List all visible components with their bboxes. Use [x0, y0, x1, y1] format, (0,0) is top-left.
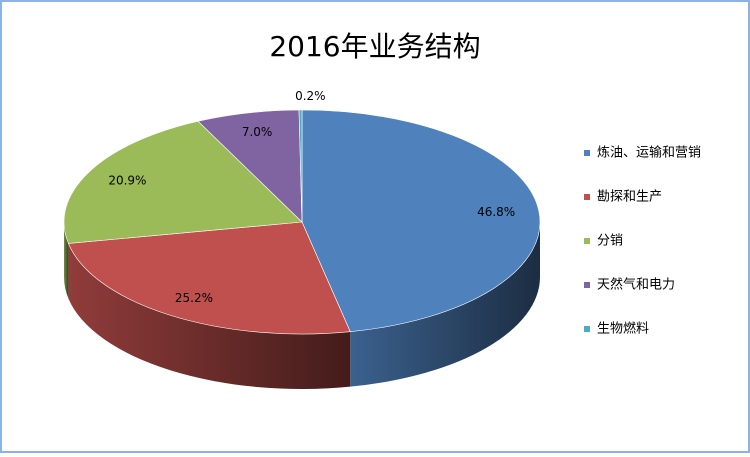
legend-label: 炼油、运输和营销 [597, 145, 701, 161]
pie-slice [63, 120, 303, 244]
legend-label: 勘探和生产 [597, 190, 662, 205]
chart-title: 2016年业务结构 [269, 30, 480, 63]
slice-side [350, 222, 540, 387]
legend-label: 分销 [597, 234, 623, 249]
pie-slice [298, 109, 303, 223]
slice-side [68, 243, 351, 389]
legend-swatch [584, 150, 590, 156]
data-label: 7.0% [242, 125, 273, 139]
data-label: 46.8% [477, 205, 515, 219]
legend-swatch [584, 238, 590, 244]
data-label: 25.2% [175, 291, 213, 305]
legend-label: 天然气和电力 [597, 277, 675, 293]
data-label: 20.9% [108, 173, 146, 187]
legend-label: 生物燃料 [597, 321, 649, 337]
data-label: 0.2% [295, 89, 326, 103]
legend-swatch [584, 326, 590, 332]
pie-slice [301, 109, 541, 332]
legend-swatch [584, 194, 590, 200]
pie-slice [67, 221, 351, 335]
pie-slice [197, 109, 303, 223]
legend-swatch [584, 282, 590, 288]
